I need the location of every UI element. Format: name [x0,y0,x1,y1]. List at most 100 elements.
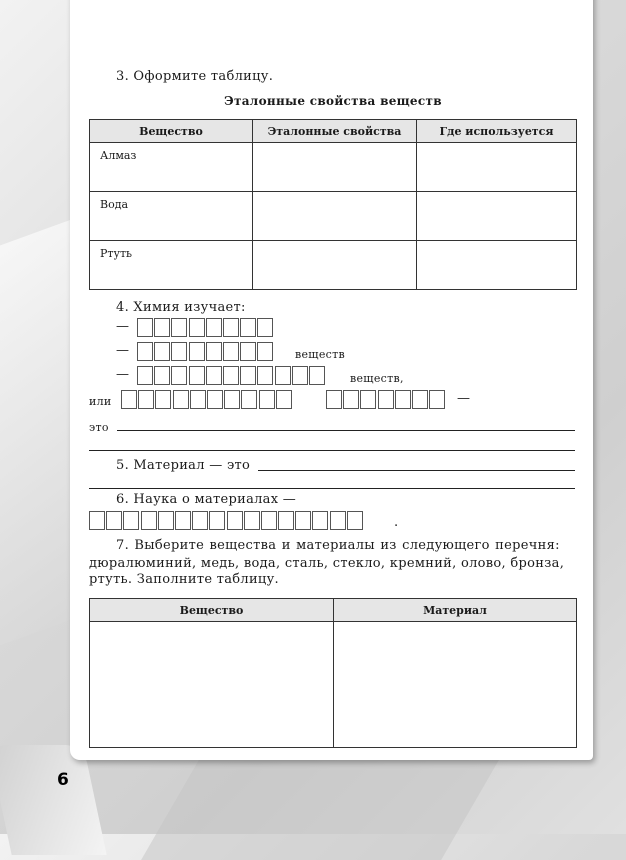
letter-box[interactable] [205,366,222,385]
letter-box[interactable] [222,342,239,361]
answer-cell[interactable] [416,191,577,241]
letter-box[interactable] [121,390,137,409]
letter-box[interactable] [138,390,155,409]
substance-material-table: Вещество Материал [89,598,577,748]
letter-box[interactable] [329,511,346,530]
letter-box[interactable] [171,318,188,337]
letter-boxes[interactable] [121,390,293,409]
page-number: 6 [57,770,69,790]
suffix-text: веществ, [350,372,404,385]
letter-box[interactable] [275,390,292,409]
properties-table: Вещество Эталонные свойства Где использу… [89,119,577,290]
letter-box[interactable] [189,390,206,409]
letter-box[interactable] [241,390,258,409]
task7-text-line: 7. Выберите вещества и материалы из след… [116,538,560,553]
answer-cell[interactable] [89,621,334,748]
answer-line[interactable] [258,470,575,471]
letter-box[interactable] [274,366,291,385]
task3-prompt: 3. Оформите таблицу. [116,69,274,84]
letter-boxes[interactable] [89,511,364,530]
letter-box[interactable] [257,342,274,361]
letter-box[interactable] [154,366,171,385]
column-header: Где используется [416,119,577,143]
table-row: Алмаз [89,142,577,192]
letter-box[interactable] [257,366,274,385]
letter-box[interactable] [257,318,274,337]
answer-line[interactable] [89,450,575,451]
answer-cell[interactable] [252,191,417,241]
letter-box[interactable] [140,511,157,530]
letter-box[interactable] [157,511,174,530]
background-shape [141,760,499,860]
page-corner-tab [0,745,107,855]
letter-box[interactable] [308,366,325,385]
letter-box[interactable] [222,318,239,337]
letter-boxes[interactable] [137,342,275,361]
substance-cell: Ртуть [100,247,133,260]
letter-box[interactable] [155,390,172,409]
letter-box[interactable] [295,511,312,530]
letter-box[interactable] [240,366,257,385]
answer-cell[interactable] [252,142,417,192]
letter-box[interactable] [137,366,153,385]
table-row [89,621,577,748]
letter-box[interactable] [174,511,191,530]
letter-box[interactable] [291,366,308,385]
period: . [394,515,399,530]
task6-prompt: 6. Наука о материалах — [116,492,297,507]
answer-line[interactable] [89,488,575,489]
letter-box[interactable] [278,511,295,530]
letter-box[interactable] [222,366,239,385]
letter-box[interactable] [192,511,209,530]
letter-box[interactable] [123,511,140,530]
letter-box[interactable] [171,366,188,385]
answer-cell[interactable] [416,142,577,192]
answer-cell[interactable] [333,621,577,748]
task4-prompt: 4. Химия изучает: [116,300,246,315]
letter-box[interactable] [89,511,105,530]
letter-box[interactable] [394,390,411,409]
letter-box[interactable] [240,342,257,361]
column-header: Вещество [89,598,334,622]
or-text: или [89,395,112,408]
answer-cell[interactable] [252,240,417,290]
letter-box[interactable] [243,511,260,530]
letter-box[interactable] [188,318,205,337]
letter-box[interactable] [429,390,446,409]
letter-box[interactable] [260,511,277,530]
letter-box[interactable] [360,390,377,409]
answer-line[interactable] [117,430,575,431]
letter-box[interactable] [258,390,275,409]
letter-box[interactable] [206,390,223,409]
letter-box[interactable] [106,511,123,530]
task7-text-line: ртуть. Заполните таблицу. [89,572,279,587]
letter-box[interactable] [346,511,363,530]
letter-box[interactable] [377,390,394,409]
letter-box[interactable] [154,342,171,361]
letter-box[interactable] [205,318,222,337]
dash: — [116,319,130,334]
letter-box[interactable] [326,390,342,409]
letter-box[interactable] [137,318,153,337]
letter-boxes[interactable] [137,366,326,385]
letter-box[interactable] [137,342,153,361]
letter-box[interactable] [343,390,360,409]
letter-box[interactable] [411,390,428,409]
letter-box[interactable] [226,511,243,530]
letter-box[interactable] [205,342,222,361]
task3-table-title: Эталонные свойства веществ [224,94,442,108]
letter-box[interactable] [188,342,205,361]
letter-box[interactable] [240,318,257,337]
answer-cell[interactable] [416,240,577,290]
substance-cell: Алмаз [100,149,137,162]
letter-box[interactable] [209,511,226,530]
letter-box[interactable] [312,511,329,530]
letter-box[interactable] [154,318,171,337]
letter-box[interactable] [171,342,188,361]
letter-box[interactable] [172,390,189,409]
letter-box[interactable] [188,366,205,385]
letter-boxes[interactable] [137,318,275,337]
letter-box[interactable] [224,390,241,409]
is-text: это [89,421,109,434]
letter-boxes[interactable] [326,390,446,409]
